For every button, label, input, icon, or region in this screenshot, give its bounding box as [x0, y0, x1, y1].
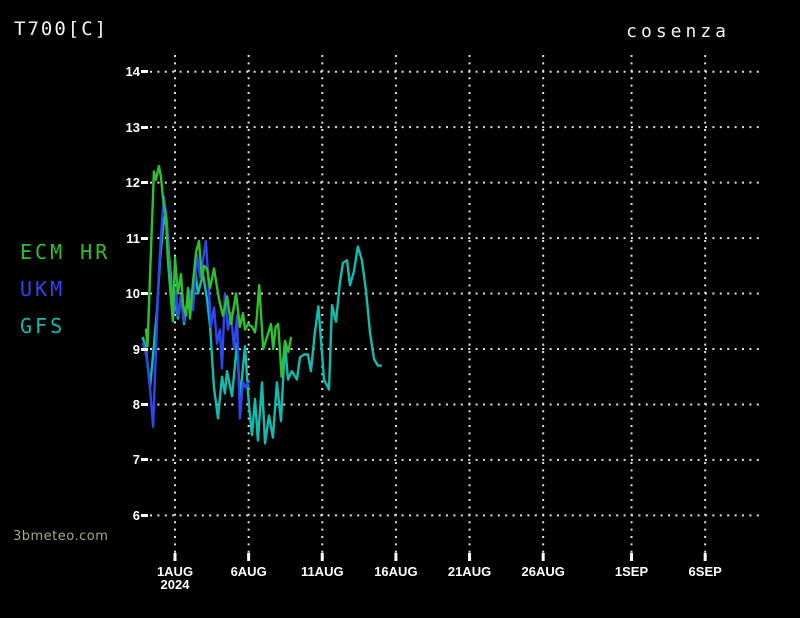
legend-item-ecm-hr: ECM HR — [20, 240, 111, 264]
y-tick-label: 14 — [125, 64, 140, 80]
y-axis-tick — [141, 236, 148, 240]
x-tick-date: 6AUG — [230, 564, 267, 579]
chart-legend: ECM HR UKM GFS — [20, 240, 110, 351]
y-axis-tick — [141, 181, 148, 185]
x-tick-label: 1SEP — [608, 565, 656, 578]
y-tick-label: 10 — [125, 286, 140, 302]
x-tick-label: 16AUG — [372, 565, 420, 578]
x-tick-date: 1AUG — [156, 564, 194, 579]
legend-item-gfs: GFS — [20, 314, 66, 338]
chart-title: T700[C] — [14, 18, 109, 40]
y-tick-label: 8 — [132, 396, 140, 412]
watermark-3bmeteo: 3bmeteo.com — [13, 529, 109, 544]
legend-item-ukm: UKM — [20, 277, 66, 301]
y-tick-label: 6 — [132, 507, 140, 523]
x-tick-label: 11AUG — [298, 565, 346, 578]
y-tick-label: 12 — [125, 175, 140, 191]
y-axis-tick — [141, 513, 148, 517]
x-tick-date: 1SEP — [614, 564, 649, 579]
x-tick-date: 11AUG — [300, 564, 344, 579]
x-tick-date: 26AUG — [521, 564, 565, 579]
x-tick-label: 1AUG 2024 — [151, 565, 199, 591]
y-tick-label: 7 — [132, 452, 140, 468]
y-tick-label: 13 — [125, 119, 140, 135]
x-tick-label: 6SEP — [681, 565, 729, 578]
y-tick-label: 9 — [132, 341, 140, 357]
x-tick-label: 21AUG — [446, 565, 494, 578]
y-axis-tick — [141, 402, 148, 406]
location-label: cosenza — [626, 21, 730, 42]
y-axis-tick — [141, 458, 148, 462]
y-axis-tick — [141, 125, 148, 129]
y-axis-tick — [141, 70, 148, 74]
y-tick-label: 11 — [126, 230, 140, 246]
x-tick-year: 2024 — [160, 577, 190, 592]
y-axis-tick — [141, 347, 148, 351]
x-tick-label: 6AUG — [225, 565, 273, 578]
x-tick-label: 26AUG — [519, 565, 567, 578]
x-tick-date: 16AUG — [374, 564, 418, 579]
y-axis-tick — [141, 292, 148, 296]
series-line-ecm-hr — [144, 164, 293, 378]
x-tick-date: 21AUG — [447, 564, 492, 579]
x-tick-date: 6SEP — [688, 564, 722, 579]
